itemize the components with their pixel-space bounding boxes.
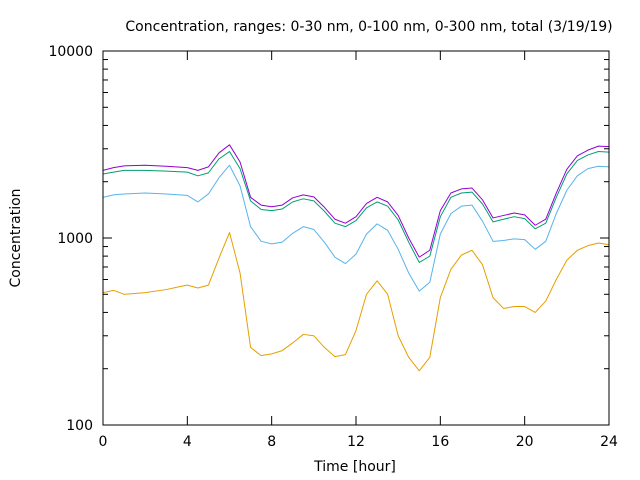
chart-title: Concentration, ranges: 0-30 nm, 0-100 nm… — [125, 19, 612, 35]
x-tick-label: 16 — [431, 434, 449, 450]
x-axis-label: Time [hour] — [313, 459, 396, 475]
y-tick-label: 100 — [66, 418, 93, 434]
x-tick-label: 4 — [183, 434, 192, 450]
x-tick-label: 12 — [347, 434, 365, 450]
y-axis-label: Concentration — [8, 188, 24, 287]
x-tick-label: 0 — [99, 434, 108, 450]
series-line-2 — [102, 164, 610, 292]
y-tick-label: 10000 — [48, 44, 93, 60]
series-line-4 — [102, 144, 610, 258]
plot-frame — [102, 50, 610, 426]
series-line-3 — [102, 151, 610, 263]
y-tick-label: 1000 — [57, 231, 93, 247]
x-tick-label: 8 — [267, 434, 276, 450]
x-tick-label: 20 — [516, 434, 534, 450]
plot-area: 0 4 8 12 16 20 24 100 1000 10000 — [48, 44, 618, 450]
series-line-1 — [102, 232, 610, 372]
x-tick-label: 24 — [600, 434, 618, 450]
